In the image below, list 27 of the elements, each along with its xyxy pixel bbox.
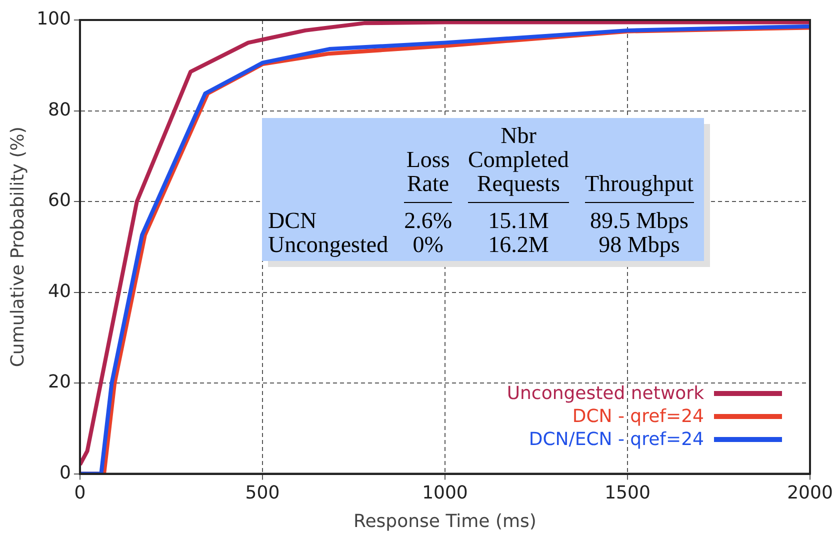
annotation: 16.2M <box>487 232 550 257</box>
annotation: 98 Mbps <box>598 232 680 257</box>
annotation: 0% <box>412 232 444 257</box>
annotation: 2.6% <box>404 208 452 233</box>
legend-label: DCN - qref=24 <box>572 404 704 428</box>
x-tick-label: 1000 <box>422 482 468 504</box>
y-tick-label: 20 <box>48 372 71 393</box>
y-tick-label: 40 <box>48 280 71 302</box>
x-tick-label: 0 <box>74 482 86 504</box>
annotation: Uncongested <box>268 232 388 257</box>
annotation: 15.1M <box>487 208 550 233</box>
legend-label: Uncongested network <box>506 382 704 405</box>
y-tick-label: 0 <box>60 462 71 484</box>
x-axis-title: Response Time (ms) <box>354 510 536 532</box>
x-tick-label: 500 <box>245 482 280 504</box>
x-tick-label: 1500 <box>604 482 650 504</box>
annotation: Nbr Completed Requests <box>468 123 569 203</box>
legend-label: DCN/ECN - qref=24 <box>528 428 704 451</box>
annotation: Loss Rate <box>404 147 452 203</box>
y-tick-label: 60 <box>48 190 71 212</box>
x-tick-label: 2000 <box>787 482 833 504</box>
annotation: DCN <box>268 208 318 233</box>
annotation: 89.5 Mbps <box>589 208 690 233</box>
y-tick-label: 100 <box>36 8 71 30</box>
annotation: Throughput <box>584 171 694 203</box>
y-axis-title: Cumulative Probability (%) <box>7 126 28 368</box>
y-tick-label: 80 <box>48 99 71 120</box>
